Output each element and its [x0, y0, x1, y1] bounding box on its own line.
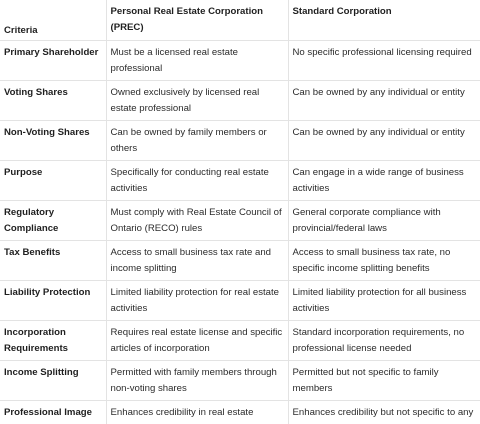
- row-criteria: Primary Shareholder: [0, 40, 107, 81]
- row-criteria: Non-Voting Shares: [0, 120, 107, 161]
- row-prec: Must be a licensed real estate professio…: [106, 40, 289, 81]
- row-criteria: Regulatory Compliance: [0, 200, 107, 241]
- row-criteria: Incorporation Requirements: [0, 320, 107, 361]
- row-prec: Requires real estate license and specifi…: [106, 320, 289, 361]
- table-row: Income Splitting Permitted with family m…: [0, 360, 480, 401]
- row-prec: Enhances credibility in real estate mark…: [106, 400, 289, 424]
- table-row: Incorporation Requirements Requires real…: [0, 320, 480, 361]
- row-criteria: Purpose: [0, 160, 107, 201]
- table-row: Primary Shareholder Must be a licensed r…: [0, 40, 480, 81]
- row-standard: General corporate compliance with provin…: [288, 200, 480, 241]
- row-standard: Permitted but not specific to family mem…: [288, 360, 480, 401]
- row-criteria: Liability Protection: [0, 280, 107, 321]
- row-prec: Specifically for conducting real estate …: [106, 160, 289, 201]
- row-standard: Standard incorporation requirements, no …: [288, 320, 480, 361]
- table-row: Tax Benefits Access to small business ta…: [0, 240, 480, 281]
- row-standard: Limited liability protection for all bus…: [288, 280, 480, 321]
- header-row: Criteria Personal Real Estate Corporatio…: [0, 0, 480, 41]
- table-row: Liability Protection Limited liability p…: [0, 280, 480, 321]
- table-row: Regulatory Compliance Must comply with R…: [0, 200, 480, 241]
- table-row: Voting Shares Owned exclusively by licen…: [0, 80, 480, 121]
- row-prec: Owned exclusively by licensed real estat…: [106, 80, 289, 121]
- header-standard: Standard Corporation: [288, 0, 480, 41]
- table-body: Primary Shareholder Must be a licensed r…: [0, 40, 480, 424]
- row-prec: Must comply with Real Estate Council of …: [106, 200, 289, 241]
- row-prec: Can be owned by family members or others: [106, 120, 289, 161]
- row-prec: Limited liability protection for real es…: [106, 280, 289, 321]
- row-prec: Access to small business tax rate and in…: [106, 240, 289, 281]
- row-standard: Enhances credibility but not specific to…: [288, 400, 480, 424]
- header-prec: Personal Real Estate Corporation (PREC): [106, 0, 289, 41]
- row-criteria: Professional Image: [0, 400, 107, 424]
- header-criteria: Criteria: [0, 0, 107, 41]
- row-criteria: Tax Benefits: [0, 240, 107, 281]
- row-prec: Permitted with family members through no…: [106, 360, 289, 401]
- row-standard: Access to small business tax rate, no sp…: [288, 240, 480, 281]
- row-standard: Can be owned by any individual or entity: [288, 120, 480, 161]
- row-standard: Can engage in a wide range of business a…: [288, 160, 480, 201]
- table-row: Non-Voting Shares Can be owned by family…: [0, 120, 480, 161]
- table-row: Purpose Specifically for conducting real…: [0, 160, 480, 201]
- row-standard: No specific professional licensing requi…: [288, 40, 480, 81]
- row-criteria: Voting Shares: [0, 80, 107, 121]
- row-standard: Can be owned by any individual or entity: [288, 80, 480, 121]
- table-header: Criteria Personal Real Estate Corporatio…: [0, 0, 480, 41]
- row-criteria: Income Splitting: [0, 360, 107, 401]
- table-row: Professional Image Enhances credibility …: [0, 400, 480, 424]
